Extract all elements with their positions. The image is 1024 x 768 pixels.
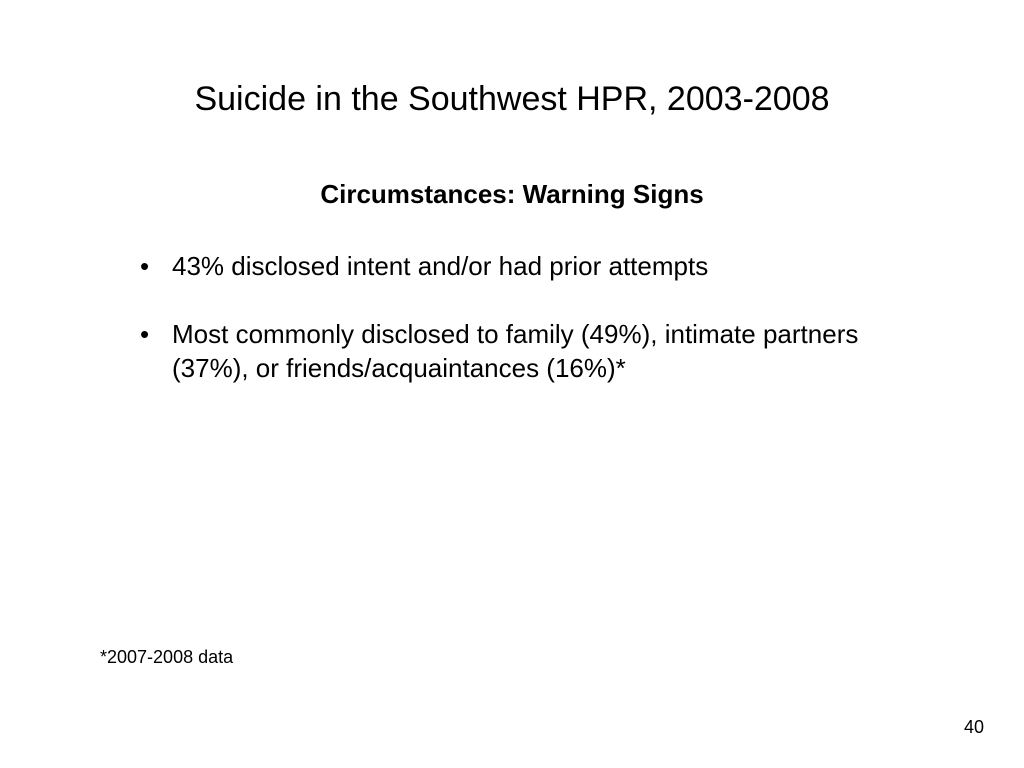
page-number: 40 [964,717,984,738]
slide-subtitle: Circumstances: Warning Signs [100,179,924,210]
bullet-list: 43% disclosed intent and/or had prior at… [100,250,924,385]
slide-title: Suicide in the Southwest HPR, 2003-2008 [100,80,924,119]
bullet-item: 43% disclosed intent and/or had prior at… [140,250,924,284]
bullet-item: Most commonly disclosed to family (49%),… [140,318,924,386]
footnote-text: *2007-2008 data [100,647,233,668]
slide-container: Suicide in the Southwest HPR, 2003-2008 … [0,0,1024,768]
